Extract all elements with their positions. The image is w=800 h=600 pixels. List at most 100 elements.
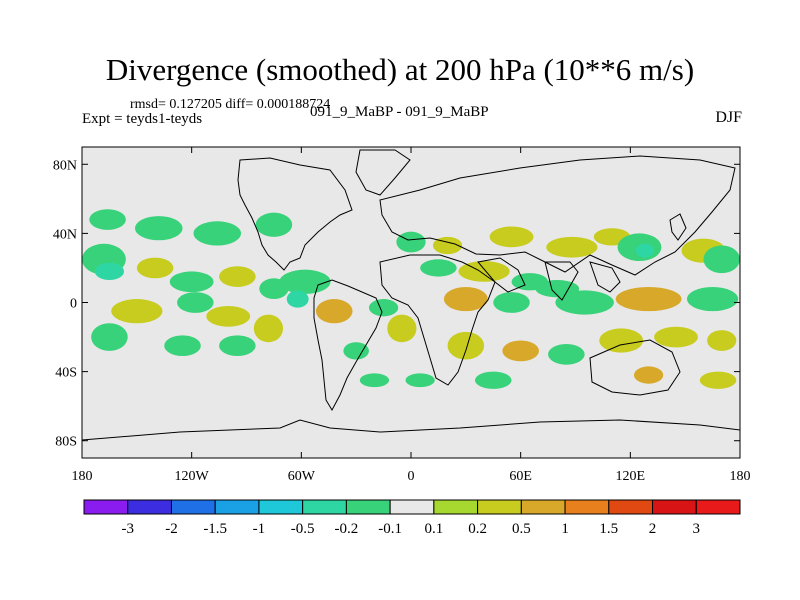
rmsd-diff-stats: rmsd= 0.127205 diff= 0.000188724: [130, 97, 331, 112]
field-blob-6: [136, 257, 174, 279]
x-tick-label-1: 120W: [175, 469, 210, 484]
coastline-arabia: [477, 257, 526, 293]
field-blob-50: [699, 371, 737, 389]
experiment-label: Expt = teyds1-teyds: [82, 111, 203, 127]
field-blob-17: [91, 323, 128, 351]
field-blob-1: [135, 216, 183, 241]
y-tick-label-4: 80S: [55, 435, 77, 450]
colorbar-label-9: 0.5: [512, 521, 531, 537]
coastline-antarctica: [82, 419, 740, 441]
season-label: DJF: [715, 109, 742, 126]
field-blob-13: [111, 299, 163, 324]
colorbar-swatch-11: [564, 499, 610, 515]
field-blob-12: [315, 299, 353, 324]
x-axis: 180 120W 60W 0 60E 120E 180: [72, 147, 751, 484]
colorbar-swatch-0: [83, 499, 129, 515]
y-tick-label-1: 40N: [53, 227, 77, 242]
field-blob-16: [253, 314, 284, 343]
chart-title: Divergence (smoothed) at 200 hPa (10**6 …: [105, 52, 695, 87]
coastline-greenland: [355, 149, 411, 196]
colorbar-label-8: 0.2: [468, 521, 487, 537]
field-blob-14: [177, 292, 214, 313]
colorbar-swatch-7: [389, 499, 435, 515]
field-blob-48: [474, 371, 512, 389]
field-blob-0: [89, 209, 126, 230]
colorbar-label-4: -0.5: [291, 521, 315, 537]
x-tick-label-3: 0: [408, 469, 415, 484]
field-blob-51: [359, 373, 390, 388]
coastline-japan: [669, 213, 687, 241]
field-blob-26: [546, 236, 598, 258]
coastline-india: [544, 261, 579, 301]
x-tick-label-5: 120E: [616, 469, 646, 484]
colorbar-swatch-3: [214, 499, 260, 515]
colorbar-swatch-14: [695, 499, 741, 515]
field-blob-25: [489, 226, 534, 248]
coastline-south-america: [313, 279, 383, 412]
field-blob-46: [707, 330, 737, 351]
colorbar-label-3: -1: [253, 521, 266, 537]
colorbar-swatch-9: [477, 499, 522, 515]
colorbar-swatch-8: [433, 499, 479, 515]
coastline-eurasia: [379, 155, 736, 276]
colorbar-label-2: -1.5: [203, 521, 227, 537]
field-blob-38: [555, 290, 614, 315]
case-label: 091_9_MaBP - 091_9_MaBP: [310, 104, 489, 120]
field-blob-47: [633, 366, 664, 384]
field-blob-15: [206, 305, 251, 327]
field-blob-32: [420, 259, 457, 277]
field-blob-31: [703, 245, 740, 274]
colorbar-label-1: -2: [165, 521, 178, 537]
field-blob-2: [193, 221, 242, 246]
field-blob-35: [443, 286, 488, 312]
coastline-southeast-asia: [589, 261, 621, 293]
field-blob-8: [219, 266, 256, 287]
coastline-africa: [379, 254, 496, 386]
y-tick-label-3: 40S: [55, 366, 77, 381]
colorbar-label-5: -0.2: [335, 521, 359, 537]
colorbar-swatch-13: [652, 499, 697, 515]
field-layer: [82, 209, 740, 389]
field-blob-44: [599, 328, 644, 353]
coastline-layer: [82, 149, 740, 441]
field-blob-41: [447, 331, 485, 360]
field-blob-20: [368, 299, 399, 317]
field-blob-23: [396, 231, 426, 253]
x-tick-label-6: 180: [730, 469, 751, 484]
field-blob-22: [343, 342, 369, 360]
field-blob-43: [548, 343, 585, 365]
colorbar-label-10: 1: [561, 521, 569, 537]
field-blob-39: [615, 286, 682, 312]
field-blob-10: [279, 269, 331, 294]
colorbar-swatch-5: [302, 499, 347, 515]
field-blob-40: [686, 286, 739, 312]
coastline-north-america: [237, 157, 353, 271]
x-tick-label-4: 60E: [509, 469, 532, 484]
field-blob-18: [164, 335, 201, 357]
colorbar-swatch-10: [520, 499, 566, 515]
y-tick-label-2: 0: [70, 297, 77, 312]
colorbar-label-13: 3: [693, 521, 701, 537]
y-tick-label-0: 80N: [53, 158, 77, 173]
x-tick-label-2: 60W: [288, 469, 316, 484]
field-blob-36: [493, 292, 530, 313]
colorbar-label-11: 1.5: [599, 521, 618, 537]
coastline-australia: [589, 339, 681, 396]
field-blob-5: [94, 262, 125, 281]
y-axis: 80N 40N 0 40S 80S: [53, 158, 740, 450]
field-blob-49: [405, 373, 435, 388]
colorbar-label-6: -0.1: [378, 521, 402, 537]
colorbar-label-7: 0.1: [424, 521, 443, 537]
colorbar-swatch-12: [608, 499, 654, 515]
colorbar-swatch-6: [345, 499, 391, 515]
field-blob-45: [654, 326, 698, 348]
x-tick-label-0: 180: [72, 469, 93, 484]
field-blob-29: [635, 243, 655, 258]
field-blob-21: [387, 314, 417, 343]
colorbar-label-0: -3: [121, 521, 134, 537]
field-blob-3: [255, 212, 293, 237]
colorbar: -3 -2 -1.5 -1 -0.5 -0.2 -0.1 0.1 0.2 0.5 1 1.5 2 3: [83, 499, 741, 537]
field-blob-7: [169, 271, 214, 293]
field-blob-19: [219, 335, 256, 357]
